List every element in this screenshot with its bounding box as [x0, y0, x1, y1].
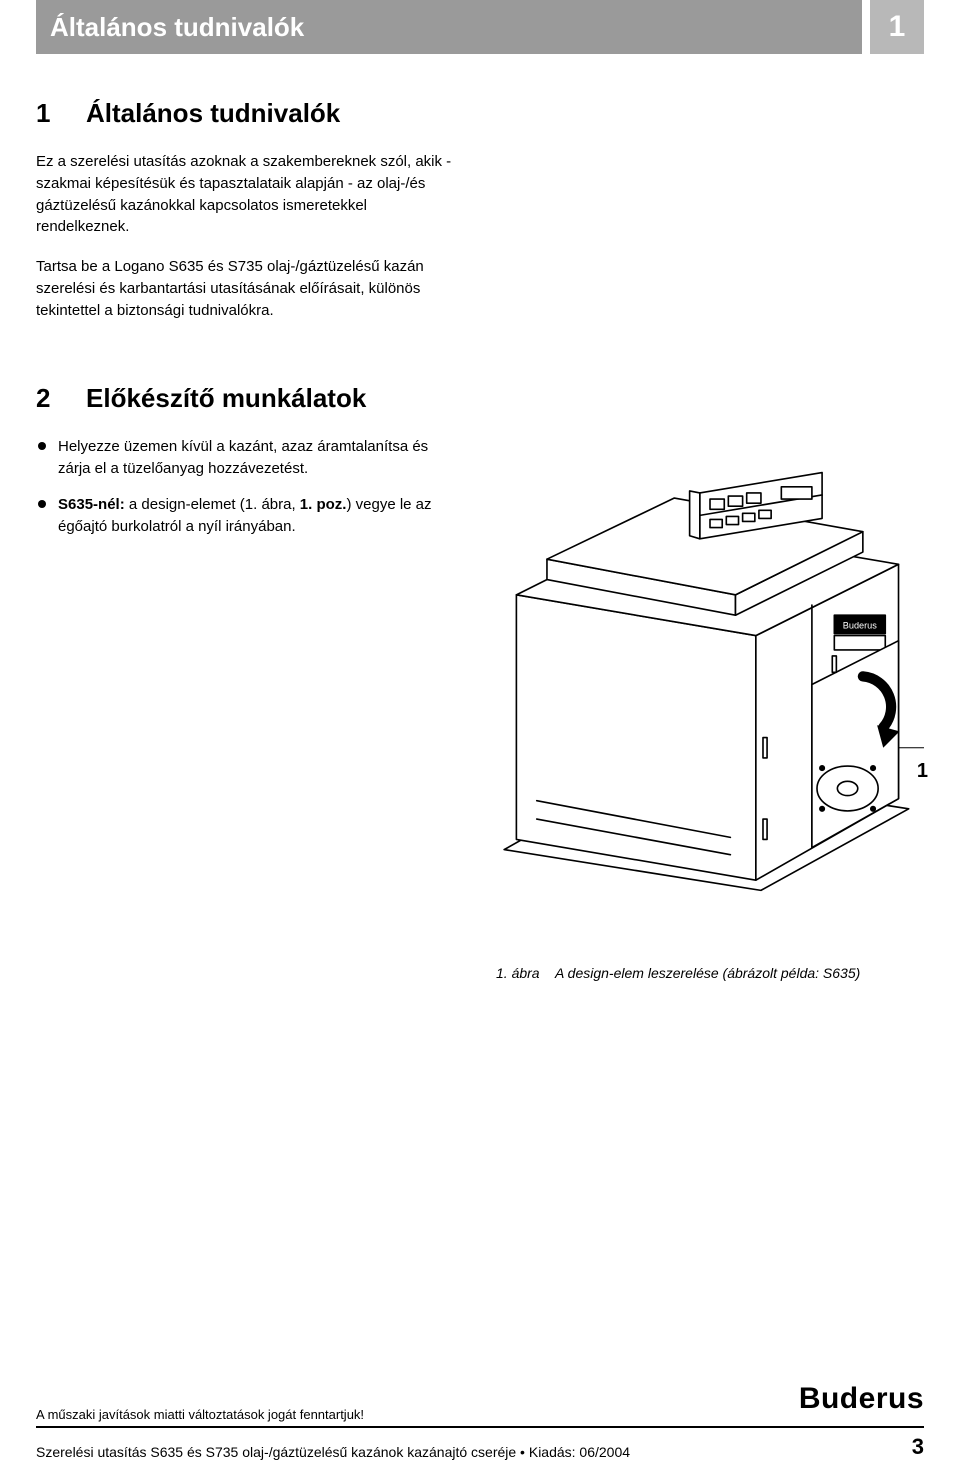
section-2-body: Helyezze üzemen kívül a kazánt, azaz ára… — [36, 436, 924, 981]
boiler-illustration: Buderus — [496, 442, 924, 911]
section-1-body: Ez a szerelési utasítás azoknak a szakem… — [36, 151, 924, 339]
footer-left: Szerelési utasítás S635 és S735 olaj-/gá… — [36, 1444, 630, 1460]
header-title: Általános tudnivalók — [36, 0, 862, 54]
spacer — [36, 339, 924, 383]
footer: A műszaki javítások miatti változtatások… — [36, 1407, 924, 1460]
figure-1: Buderus — [496, 442, 924, 981]
bullet-1: Helyezze üzemen kívül a kazánt, azaz ára… — [36, 436, 464, 480]
section-2-title: Előkészítő munkálatok — [86, 383, 366, 414]
section-1-number: 1 — [36, 98, 86, 129]
section-2-col-right: Buderus — [496, 436, 924, 981]
section-1-heading: 1 Általános tudnivalók — [36, 98, 924, 129]
page: Általános tudnivalók 1 1 Általános tudni… — [0, 0, 960, 1472]
section-2-number: 2 — [36, 383, 86, 414]
bullet-2: S635-nél: a design-elemet (1. ábra, 1. p… — [36, 494, 464, 538]
footer-page-number: 3 — [912, 1434, 924, 1460]
section-2-heading: 2 Előkészítő munkálatok — [36, 383, 924, 414]
section-1-para-2: Tartsa be a Logano S635 és S735 olaj-/gá… — [36, 256, 464, 321]
header-bar: Általános tudnivalók 1 — [36, 0, 924, 54]
figure-caption-label: 1. ábra — [496, 965, 540, 981]
figure-caption: 1. ábra A design-elem leszerelése (ábráz… — [496, 965, 924, 981]
figure-caption-text: A design-elem leszerelése (ábrázolt péld… — [555, 965, 860, 981]
section-2-bullets: Helyezze üzemen kívül a kazánt, azaz ára… — [36, 436, 464, 537]
section-1-col-left: Ez a szerelési utasítás azoknak a szakem… — [36, 151, 464, 339]
section-1-title: Általános tudnivalók — [86, 98, 340, 129]
header-section-number: 1 — [870, 0, 924, 54]
footer-row: Szerelési utasítás S635 és S735 olaj-/gá… — [36, 1434, 924, 1460]
svg-text:Buderus: Buderus — [843, 621, 878, 631]
header-gap — [862, 0, 870, 54]
section-1-para-1: Ez a szerelési utasítás azoknak a szakem… — [36, 151, 464, 238]
section-1-col-right — [496, 151, 924, 339]
footer-rule — [36, 1426, 924, 1428]
section-2-col-left: Helyezze üzemen kívül a kazánt, azaz ára… — [36, 436, 464, 981]
figure-callout-1: 1 — [917, 760, 928, 783]
footer-note: A műszaki javítások miatti változtatások… — [36, 1407, 924, 1422]
